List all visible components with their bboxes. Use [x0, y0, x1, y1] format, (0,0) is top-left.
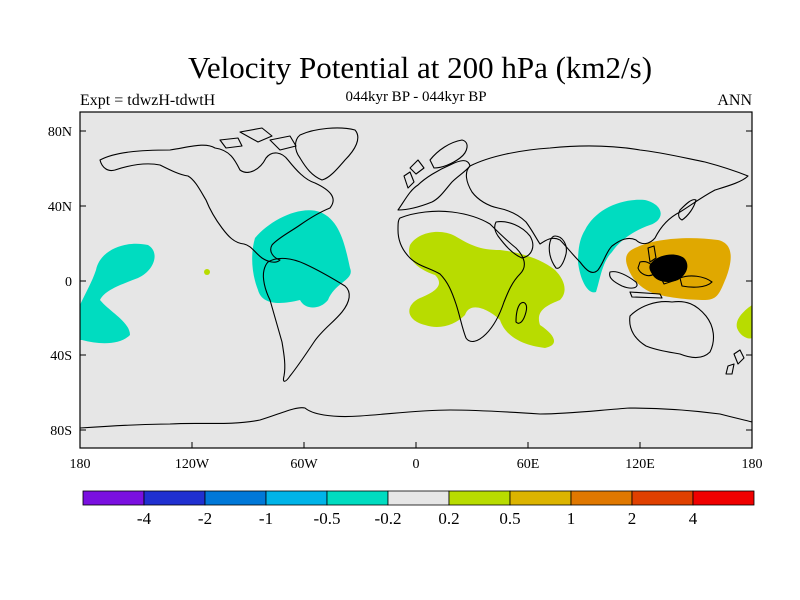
anomaly-central-pacific-negative [80, 243, 155, 344]
coastline-asia [465, 145, 749, 273]
y-tick-label: 80N [48, 125, 72, 140]
coastline-greenland [294, 127, 359, 181]
x-tick-label: 120W [175, 457, 210, 472]
coastline-arctic-islands [219, 127, 297, 151]
y-axis-ticks [80, 130, 752, 431]
coastline-australia [629, 300, 715, 359]
map-subtitle: 044kyr BP - 044kyr BP [345, 89, 487, 105]
colorbar-swatch [82, 490, 145, 506]
colorbar-swatch [326, 490, 389, 506]
x-axis-labels: 180 120W 60W 0 60E 120E 180 [70, 457, 763, 472]
colorbar-label: 0.2 [438, 509, 459, 528]
x-tick-label: 60W [290, 457, 318, 472]
anomaly-australia-east-negative [736, 305, 752, 339]
colorbar-swatch [265, 490, 328, 506]
coastline-uk [403, 171, 415, 189]
anomaly-south-america-negative [252, 210, 351, 308]
colorbar-swatch [692, 490, 755, 506]
colorbar-label: 2 [628, 509, 637, 528]
anomaly-maritime-continent-strong-positive [649, 254, 688, 282]
colorbar-swatch [631, 490, 694, 506]
colorbar-labels: -4 -2 -1 -0.5 -0.2 0.2 0.5 1 2 4 [137, 509, 698, 528]
colorbar-label: 1 [567, 509, 576, 528]
anomaly-africa-positive [409, 231, 565, 348]
anomaly-small-spot [204, 269, 210, 275]
x-tick-label: 60E [517, 457, 540, 472]
colorbar-label: -0.2 [375, 509, 402, 528]
y-tick-label: 40S [50, 349, 72, 364]
season-label: ANN [717, 92, 752, 109]
map-title: Velocity Potential at 200 hPa (km2/s) [187, 50, 653, 85]
coastline-philippines [647, 245, 657, 263]
coastline-new-zealand [725, 349, 745, 375]
colorbar-swatch [204, 490, 267, 506]
x-tick-label: 180 [742, 457, 763, 472]
colorbar-label: 0.5 [499, 509, 520, 528]
x-tick-label: 180 [70, 457, 91, 472]
colorbar-label: -1 [259, 509, 273, 528]
colorbar-swatch [143, 490, 206, 506]
coastline-south-america [262, 257, 350, 382]
y-tick-label: 40N [48, 200, 72, 215]
colorbar-swatch [387, 490, 450, 506]
coastline-madagascar [515, 301, 528, 324]
y-axis-labels: 80N 40N 0 40S 80S [48, 125, 72, 439]
x-tick-label: 120E [625, 457, 655, 472]
coastline-north-america [99, 144, 334, 263]
colorbar-swatch [448, 490, 511, 506]
anomaly-layer [80, 199, 752, 348]
colorbar [82, 490, 755, 506]
colorbar-label: 4 [689, 509, 698, 528]
colorbar-label: -4 [137, 509, 152, 528]
experiment-label: Expt = tdwzH-tdwtH [80, 92, 216, 109]
y-tick-label: 80S [50, 424, 72, 439]
colorbar-swatch [509, 490, 572, 506]
coastline-japan [678, 199, 697, 221]
coastline-indonesia [609, 261, 713, 299]
colorbar-swatch [570, 490, 633, 506]
colorbar-label: -0.5 [314, 509, 341, 528]
y-tick-label: 0 [65, 275, 72, 290]
coastline-scandinavia [429, 139, 468, 169]
coastline-arabia [494, 221, 534, 259]
coastlines [80, 127, 752, 429]
x-axis-ticks [191, 442, 641, 448]
coastline-india [548, 235, 567, 269]
colorbar-label: -2 [198, 509, 212, 528]
coastline-africa [397, 210, 525, 343]
coastline-antarctica [80, 407, 752, 429]
x-tick-label: 0 [413, 457, 420, 472]
